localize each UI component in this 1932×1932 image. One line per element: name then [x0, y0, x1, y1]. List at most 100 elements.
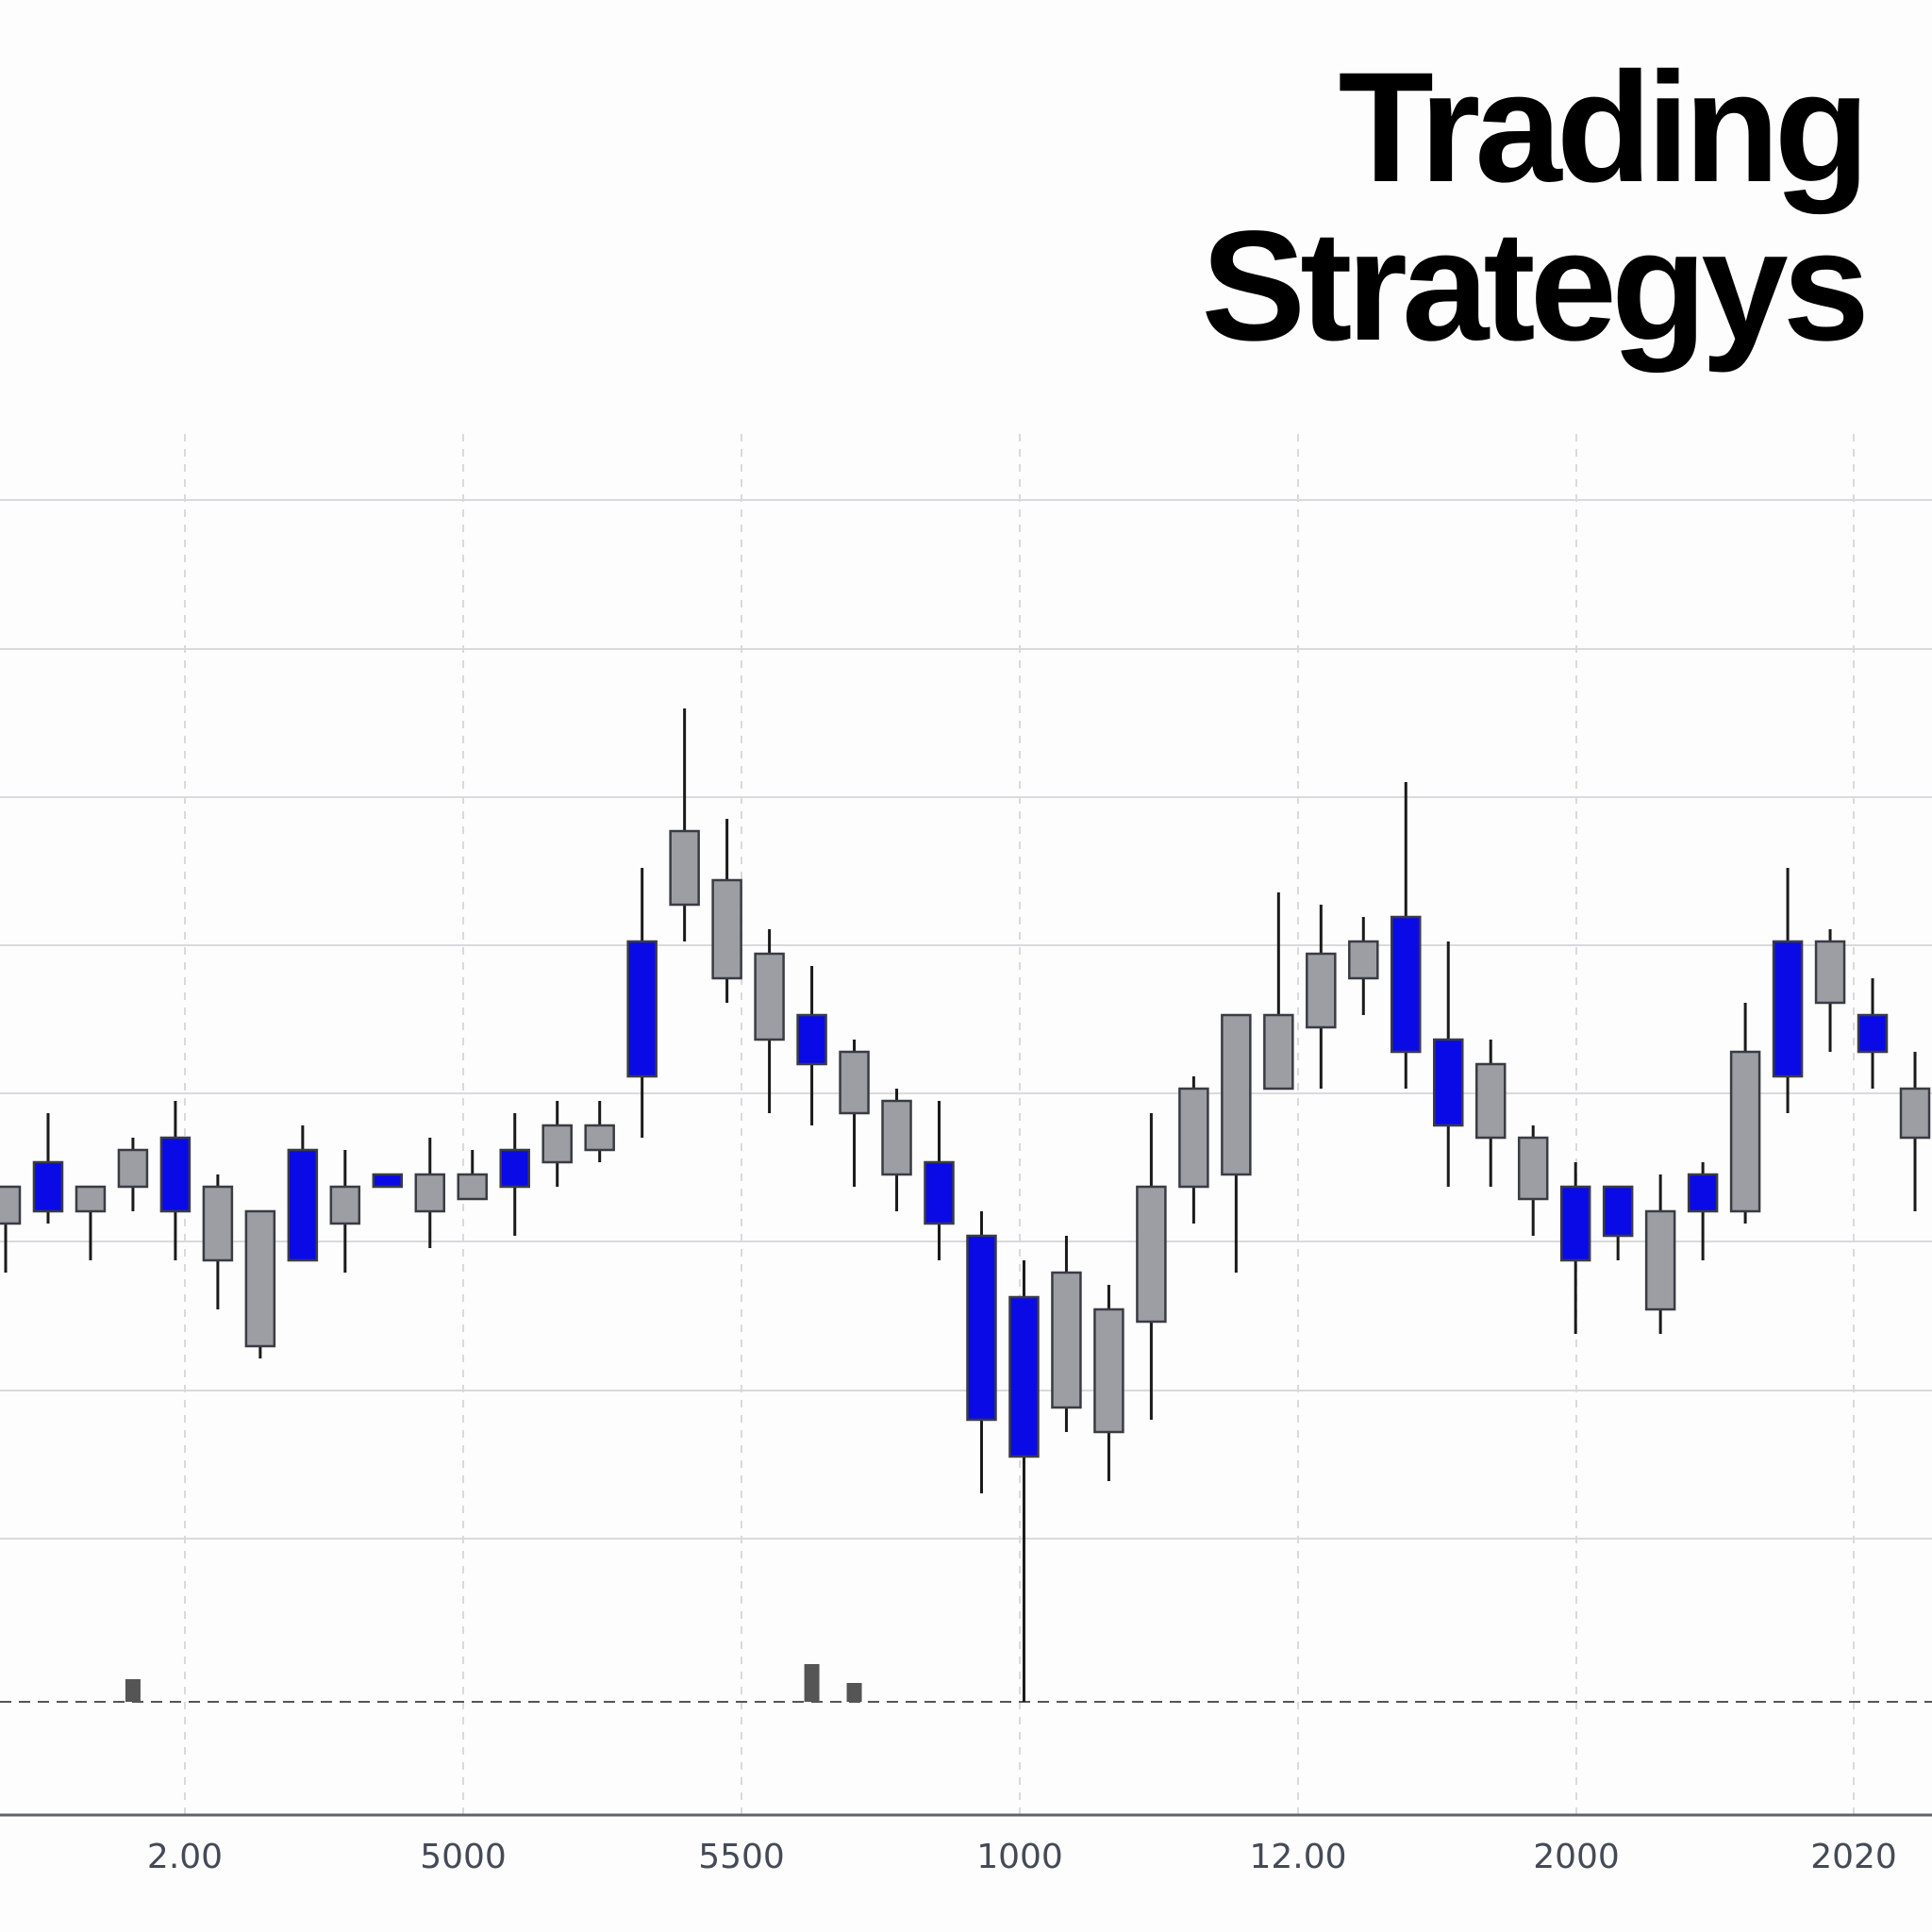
- candle-body: [1263, 1013, 1294, 1091]
- candle: [1432, 941, 1464, 1187]
- candle: [924, 1101, 955, 1260]
- chart-title-line-2: Strategys: [1201, 199, 1870, 374]
- x-tick-label: 5500: [698, 1838, 785, 1876]
- candle: [159, 1101, 192, 1260]
- candle: [1093, 1285, 1124, 1481]
- candle: [75, 1185, 107, 1260]
- candle-body: [75, 1185, 107, 1213]
- candle-body: [499, 1148, 530, 1189]
- candle: [1857, 978, 1889, 1089]
- candle-body: [1687, 1173, 1719, 1213]
- candle: [626, 868, 658, 1138]
- candle-body: [1306, 952, 1337, 1029]
- candle-body: [117, 1148, 149, 1189]
- candle-body: [839, 1050, 870, 1115]
- candle-body: [32, 1160, 64, 1213]
- candle: [1772, 868, 1804, 1113]
- candle-body: [159, 1136, 192, 1213]
- candle: [1899, 1052, 1931, 1211]
- x-tick-label: 2.00: [147, 1838, 223, 1876]
- candle-body: [584, 1124, 615, 1152]
- candle-body: [0, 1185, 22, 1225]
- candle: [754, 929, 785, 1113]
- candle-body: [202, 1185, 234, 1262]
- candle-body: [1474, 1062, 1507, 1140]
- candle-body: [796, 1013, 827, 1066]
- candle: [1559, 1162, 1591, 1334]
- candle: [457, 1150, 489, 1201]
- x-axis-tick-labels: 2.00 5000 5500 1000 12.00 2000 2020: [147, 1838, 1897, 1876]
- candle: [287, 1125, 319, 1262]
- candle-body: [1093, 1307, 1124, 1434]
- candle-body: [1136, 1185, 1167, 1324]
- candle: [1008, 1260, 1040, 1702]
- candle-body: [1391, 915, 1422, 1054]
- candle: [1602, 1185, 1634, 1260]
- x-tick-label: 5000: [420, 1838, 507, 1876]
- candle: [1517, 1125, 1549, 1236]
- candle: [499, 1113, 530, 1236]
- candle: [1306, 905, 1337, 1089]
- candle: [1221, 1013, 1252, 1273]
- candle-body: [329, 1185, 361, 1225]
- horizontal-gridlines: [0, 499, 1932, 1540]
- chart-title-line-1: Trading: [1338, 41, 1870, 215]
- candle: [117, 1138, 149, 1211]
- candle-body: [1857, 1013, 1889, 1054]
- candle-body: [711, 878, 742, 980]
- candle: [711, 819, 742, 1003]
- candle: [1644, 1174, 1676, 1334]
- volume-bar: [846, 1683, 862, 1702]
- candle-body: [1221, 1013, 1252, 1176]
- candle: [1729, 1003, 1761, 1224]
- candle: [839, 1040, 870, 1187]
- x-tick-label: 2000: [1533, 1838, 1620, 1876]
- candle: [584, 1101, 615, 1162]
- candle-body: [1772, 940, 1804, 1078]
- candle-body: [1517, 1136, 1549, 1201]
- candle: [796, 966, 827, 1125]
- candle: [1136, 1113, 1167, 1420]
- candle-body: [372, 1173, 404, 1189]
- candle-body: [1814, 940, 1846, 1005]
- candle-body: [669, 829, 700, 907]
- candle-body: [244, 1209, 276, 1348]
- candle: [1178, 1076, 1209, 1224]
- candle-body: [457, 1173, 489, 1201]
- candle-body: [1178, 1087, 1209, 1189]
- candle-body: [287, 1148, 319, 1262]
- candle: [669, 708, 700, 941]
- candle: [372, 1173, 404, 1189]
- candle: [966, 1211, 997, 1493]
- candle: [1687, 1162, 1719, 1260]
- candle-body: [1899, 1087, 1931, 1140]
- candle: [244, 1209, 276, 1358]
- candle: [329, 1150, 361, 1273]
- candle-body: [1008, 1295, 1040, 1458]
- candle-body: [924, 1160, 955, 1225]
- volume-bar: [125, 1679, 141, 1702]
- candle-body: [626, 940, 658, 1078]
- candle-body: [881, 1099, 912, 1176]
- candle: [541, 1101, 573, 1187]
- candle: [1391, 782, 1422, 1089]
- candle-body: [1644, 1209, 1676, 1311]
- volume-bar: [804, 1664, 820, 1702]
- candle: [1263, 892, 1294, 1091]
- candle: [1051, 1236, 1082, 1432]
- chart-title: Trading Strategys: [1201, 41, 1870, 374]
- candle-body: [1729, 1050, 1761, 1213]
- candle: [202, 1174, 234, 1309]
- candle-body: [1602, 1185, 1634, 1238]
- candle: [1474, 1040, 1507, 1187]
- candle-body: [1051, 1271, 1082, 1409]
- candle-body: [1348, 940, 1379, 980]
- vertical-gridlines: [184, 434, 1855, 1815]
- candle-body: [414, 1173, 446, 1213]
- volume-bars: [125, 1664, 862, 1702]
- candle: [414, 1138, 446, 1248]
- x-tick-label: 12.00: [1249, 1838, 1346, 1876]
- candle-body: [1559, 1185, 1591, 1262]
- candle-body: [541, 1124, 573, 1164]
